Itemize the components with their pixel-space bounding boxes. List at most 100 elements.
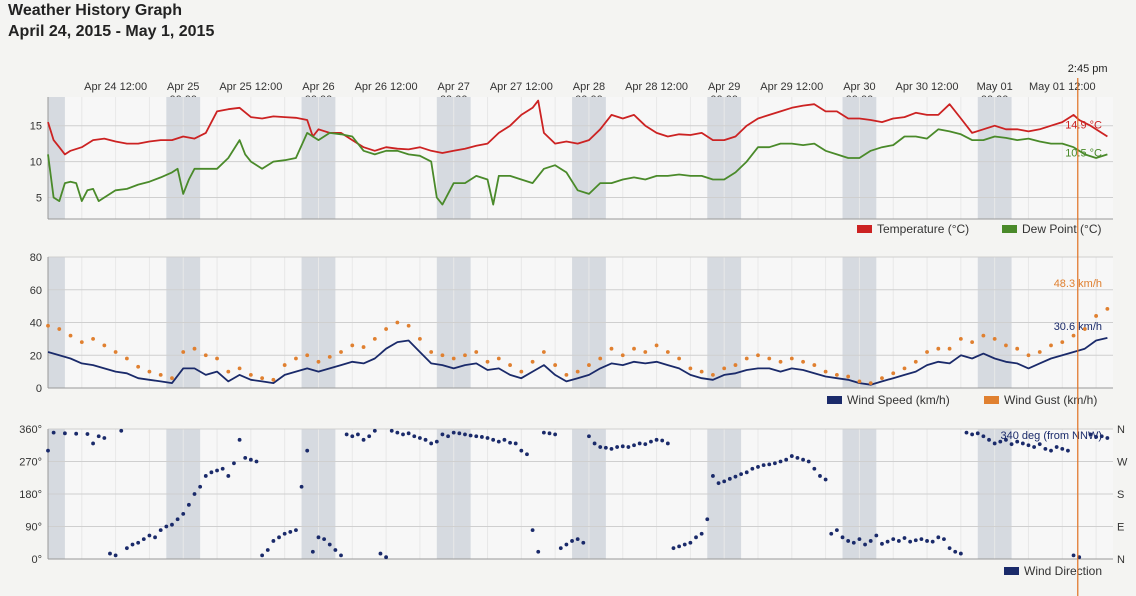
series-wind-direction-point [412, 434, 417, 439]
series-wind-gust-km-h-point [215, 356, 219, 361]
series-wind-gust-km-h-point [936, 346, 941, 351]
series-wind-direction-point [818, 474, 822, 478]
chart-title: Weather History Graph [8, 2, 182, 19]
series-wind-gust-km-h-point [282, 363, 287, 367]
series-wind-direction-point [474, 434, 479, 439]
series-wind-direction-point [339, 553, 343, 558]
series-wind-direction-point [874, 533, 879, 538]
series-wind-direction-point [942, 537, 946, 542]
series-wind-direction-point [778, 459, 783, 464]
series-wind-direction-point [863, 542, 867, 547]
legend-swatch [1004, 567, 1019, 575]
series-wind-direction-point [1060, 446, 1065, 451]
series-wind-gust-km-h-point [767, 356, 772, 361]
series-wind-direction-point [124, 546, 129, 551]
series-wind-gust-km-h-point [1105, 307, 1110, 311]
series-wind-gust-km-h-point [947, 346, 952, 351]
series-wind-gust-km-h-point [440, 353, 445, 358]
series-wind-direction-point [322, 537, 327, 542]
series-wind-gust-km-h-point [711, 373, 715, 377]
series-wind-direction-point [784, 457, 789, 462]
series-wind-gust-km-h-point [1060, 340, 1065, 345]
series-wind-direction-point [310, 549, 315, 554]
y-tick-label: 20 [30, 350, 42, 362]
series-wind-gust-km-h-point [79, 340, 84, 345]
y-tick-label: 90° [25, 522, 42, 534]
series-wind-direction-point [773, 461, 777, 466]
night-band [48, 97, 65, 219]
series-wind-gust-km-h-point [57, 327, 62, 331]
x-tick-label: Apr 26 [302, 81, 334, 93]
series-wind-gust-km-h-point [294, 356, 298, 361]
x-tick-label: Apr 25 12:00 [219, 81, 282, 93]
series-wind-direction-point [446, 434, 450, 439]
legend-swatch [984, 396, 999, 404]
series-wind-gust-km-h-point [192, 346, 197, 351]
series-wind-gust-km-h-point [1004, 343, 1008, 348]
series-wind-gust-km-h-point [632, 346, 636, 351]
series-wind-direction-point [1066, 448, 1070, 453]
y-right-label: W [1117, 457, 1128, 469]
series-wind-direction-point [660, 438, 665, 443]
series-wind-gust-km-h-point [147, 369, 152, 374]
series-wind-gust-km-h-point [688, 366, 693, 371]
series-wind-direction-point [513, 441, 518, 446]
series-wind-gust-km-h-point [654, 343, 659, 348]
series-wind-direction-point [153, 535, 157, 540]
series-wind-direction-point [350, 434, 355, 439]
series-wind-direction-point [930, 539, 935, 544]
series-wind-gust-km-h-point [598, 356, 603, 361]
series-wind-direction-point [812, 466, 817, 471]
series-wind-direction-point [434, 439, 439, 444]
series-wind-gust-km-h-point [913, 359, 918, 364]
series-wind-direction-point [96, 434, 101, 439]
y-tick-label: 80 [30, 252, 42, 264]
series-wind-direction-point [716, 481, 721, 486]
series-wind-direction-point [947, 546, 952, 551]
series-wind-direction-point [198, 484, 203, 489]
series-wind-direction-point [868, 539, 873, 543]
series-wind-direction-point [620, 444, 625, 449]
x-tick-label: Apr 29 [708, 81, 740, 93]
series-wind-direction-point [541, 430, 546, 435]
series-wind-gust-km-h-point [812, 363, 817, 367]
series-wind-direction-point [1088, 432, 1093, 437]
series-wind-gust-km-h-point [113, 350, 118, 354]
series-wind-direction-point [767, 462, 772, 467]
series-wind-direction-point [823, 477, 828, 482]
y-right-label: E [1117, 522, 1124, 534]
series-wind-direction-point [525, 452, 529, 457]
x-tick-label: Apr 28 12:00 [625, 81, 688, 93]
series-wind-gust-km-h-point [316, 359, 321, 364]
legend-label: Wind Gust (km/h) [1004, 393, 1097, 407]
chart-date-range: April 24, 2015 - May 1, 2015 [8, 23, 215, 40]
series-wind-direction-point [170, 522, 174, 527]
series-wind-gust-km-h-point [665, 350, 670, 354]
series-wind-direction-point [885, 539, 890, 544]
series-wind-direction-point [418, 436, 422, 440]
x-tick-label: Apr 27 [438, 81, 470, 93]
series-wind-direction-point [609, 446, 614, 451]
series-wind-direction-point [299, 484, 304, 489]
series-wind-direction-point [925, 539, 929, 543]
series-wind-direction-point [722, 479, 727, 484]
series-wind-gust-km-h-point [699, 369, 704, 374]
current-value-label: 10.5 °C [1065, 147, 1102, 159]
series-wind-direction-point [936, 535, 941, 540]
series-wind-direction-point [992, 441, 997, 446]
series-wind-gust-km-h-point [1037, 350, 1042, 354]
series-wind-direction-point [164, 524, 169, 529]
series-wind-direction-point [406, 431, 411, 436]
series-wind-direction-point [1004, 437, 1008, 442]
x-tick-label: Apr 26 12:00 [355, 81, 418, 93]
series-wind-gust-km-h-point [102, 343, 107, 348]
series-wind-direction-point [891, 537, 896, 542]
series-wind-direction-point [316, 535, 321, 540]
legend-label: Wind Speed (km/h) [847, 393, 950, 407]
series-wind-gust-km-h-point [519, 369, 524, 374]
series-wind-direction-point [699, 531, 704, 536]
series-wind-direction-point [485, 436, 490, 440]
series-wind-gust-km-h-point [677, 356, 682, 361]
series-wind-direction-point [215, 468, 219, 473]
y-tick-label: 270° [19, 457, 42, 469]
